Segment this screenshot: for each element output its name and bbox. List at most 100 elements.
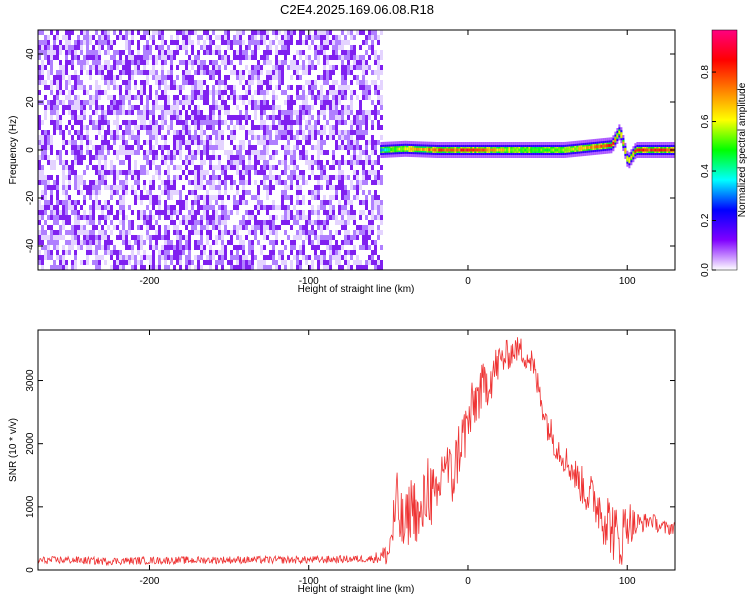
heatmap-cell <box>59 150 62 155</box>
heatmap-cell <box>47 105 50 110</box>
heatmap-cell <box>215 200 218 205</box>
heatmap-cell <box>71 230 74 235</box>
heatmap-cell <box>176 145 179 150</box>
heatmap-cell <box>221 105 224 110</box>
heatmap-cell <box>233 135 236 140</box>
heatmap-cell <box>365 195 368 200</box>
heatmap-cell <box>179 145 182 150</box>
heatmap-cell <box>332 185 335 190</box>
heatmap-cell <box>188 210 191 215</box>
heatmap-cell <box>236 70 239 75</box>
heatmap-cell <box>347 65 350 70</box>
heatmap-cell <box>146 105 149 110</box>
heatmap-cell <box>293 30 296 35</box>
heatmap-cell <box>266 60 269 65</box>
heatmap-cell <box>224 245 227 250</box>
heatmap-cell <box>152 115 155 120</box>
heatmap-cell <box>143 70 146 75</box>
heatmap-cell <box>290 215 293 220</box>
heatmap-cell <box>308 200 311 205</box>
heatmap-cell <box>62 185 65 190</box>
heatmap-cell <box>311 210 314 215</box>
heatmap-cell <box>356 260 359 265</box>
heatmap-cell <box>254 105 257 110</box>
heatmap-cell <box>188 230 191 235</box>
heatmap-cell <box>119 145 122 150</box>
heatmap-cell <box>296 70 299 75</box>
heatmap-cell <box>155 95 158 100</box>
heatmap-cell <box>176 260 179 265</box>
heatmap-cell <box>38 115 41 120</box>
heatmap-cell <box>332 90 335 95</box>
heatmap-cell <box>299 50 302 55</box>
heatmap-cell <box>137 30 140 35</box>
heatmap-cell <box>89 85 92 90</box>
heatmap-cell <box>104 175 107 180</box>
heatmap-cell <box>296 40 299 45</box>
heatmap-cell <box>604 144 607 148</box>
heatmap-cell <box>314 50 317 55</box>
heatmap-cell <box>209 165 212 170</box>
heatmap-cell <box>272 70 275 75</box>
heatmap-cell <box>239 40 242 45</box>
heatmap-cell <box>128 90 131 95</box>
heatmap-cell <box>248 250 251 255</box>
heatmap-cell <box>347 30 350 35</box>
heatmap-cell <box>188 75 191 80</box>
heatmap-cell <box>80 180 83 185</box>
heatmap-cell <box>239 115 242 120</box>
heatmap-cell <box>185 95 188 100</box>
heatmap-cell <box>311 130 314 135</box>
heatmap-cell <box>188 35 191 40</box>
heatmap-cell <box>275 230 278 235</box>
heatmap-cell <box>143 90 146 95</box>
heatmap-cell <box>101 175 104 180</box>
heatmap-cell <box>203 150 206 155</box>
heatmap-cell <box>170 205 173 210</box>
heatmap-cell <box>191 180 194 185</box>
heatmap-cell <box>125 185 128 190</box>
heatmap-cell <box>197 70 200 75</box>
heatmap-cell <box>233 65 236 70</box>
heatmap-cell <box>218 195 221 200</box>
heatmap-cell <box>344 50 347 55</box>
heatmap-cell <box>248 80 251 85</box>
heatmap-cell <box>185 160 188 165</box>
heatmap-cell <box>209 235 212 240</box>
heatmap-cell <box>254 45 257 50</box>
heatmap-cell <box>245 265 248 270</box>
heatmap-cell <box>146 110 149 115</box>
heatmap-cell <box>242 180 245 185</box>
heatmap-cell <box>191 100 194 105</box>
heatmap-cell <box>98 185 101 190</box>
heatmap-cell <box>164 80 167 85</box>
heatmap-cell <box>278 265 281 270</box>
heatmap-cell <box>86 250 89 255</box>
heatmap-cell <box>128 75 131 80</box>
heatmap-cell <box>179 30 182 35</box>
heatmap-cell <box>95 30 98 35</box>
heatmap-cell <box>137 110 140 115</box>
heatmap-cell <box>77 85 80 90</box>
heatmap-cell <box>131 110 134 115</box>
heatmap-cell <box>335 55 338 60</box>
y-tick-label: 0 <box>25 567 36 573</box>
heatmap-cell <box>77 100 80 105</box>
heatmap-cell <box>188 160 191 165</box>
heatmap-cell <box>203 30 206 35</box>
heatmap-cell <box>164 255 167 260</box>
heatmap-cell <box>402 147 405 151</box>
heatmap-cell <box>212 145 215 150</box>
heatmap-cell <box>248 180 251 185</box>
heatmap-cell <box>323 265 326 270</box>
heatmap-cell <box>218 80 221 85</box>
heatmap-cell <box>86 165 89 170</box>
heatmap-cell <box>110 75 113 80</box>
heatmap-cell <box>95 190 98 195</box>
heatmap-cell <box>317 50 320 55</box>
heatmap-cell <box>236 210 239 215</box>
heatmap-cell <box>371 145 374 150</box>
heatmap-cell <box>362 175 365 180</box>
heatmap-cell <box>44 115 47 120</box>
heatmap-cell <box>101 165 104 170</box>
